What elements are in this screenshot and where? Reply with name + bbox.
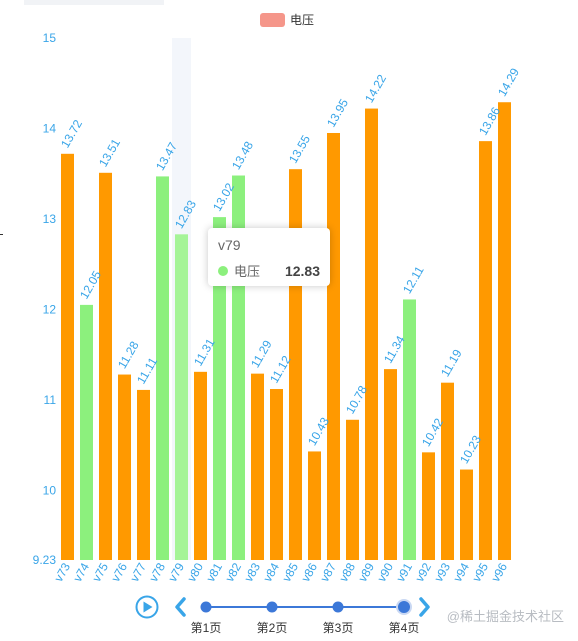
- play-button-ring[interactable]: [135, 595, 159, 619]
- x-tick-label: v81: [203, 560, 225, 584]
- x-tick-label: v74: [70, 560, 92, 584]
- bar[interactable]: [498, 102, 511, 560]
- x-tick-label: v85: [279, 560, 301, 584]
- x-tick-label: v91: [393, 560, 415, 584]
- x-tick-label: v77: [127, 560, 149, 584]
- play-button[interactable]: [135, 595, 159, 619]
- timeline-point-label[interactable]: 第3页: [322, 621, 354, 635]
- watermark: @稀土掘金技术社区: [446, 609, 564, 624]
- bar[interactable]: [365, 108, 378, 560]
- timeline-point-label[interactable]: 第2页: [256, 621, 288, 635]
- x-tick-label: v76: [108, 560, 130, 584]
- bar[interactable]: [403, 299, 416, 560]
- legend-swatch[interactable]: [260, 13, 285, 27]
- x-tick-label: v94: [450, 560, 472, 584]
- y-tick-label: 9.23: [33, 553, 57, 567]
- data-label: 13.55: [286, 132, 313, 165]
- tooltip-series-name: 电压: [234, 264, 261, 279]
- y-tick-label: 10: [43, 483, 57, 497]
- data-label: 13.51: [96, 136, 123, 169]
- bar[interactable]: [308, 451, 321, 560]
- bar[interactable]: [460, 469, 473, 560]
- x-tick-label: v95: [469, 560, 491, 584]
- bar-series[interactable]: [61, 102, 511, 561]
- bar[interactable]: [99, 172, 112, 560]
- bar[interactable]: [118, 374, 131, 560]
- x-tick-label: v75: [89, 560, 111, 584]
- tooltip-value: 12.83: [284, 262, 320, 279]
- tooltip: v79 电压 12.83: [208, 228, 330, 286]
- bar[interactable]: [251, 373, 264, 560]
- x-tick-label: v83: [241, 560, 263, 584]
- tooltip-title: v79: [218, 237, 241, 253]
- x-tick-label: v92: [412, 560, 434, 584]
- left-edge-mark: [0, 234, 3, 235]
- play-icon[interactable]: [143, 601, 153, 613]
- y-tick-label: 15: [43, 31, 57, 45]
- x-tick-label: v90: [374, 560, 396, 584]
- bar[interactable]: [80, 304, 93, 560]
- legend-label[interactable]: 电压: [290, 13, 314, 27]
- bar[interactable]: [194, 371, 207, 560]
- timeline-points[interactable]: [200, 599, 412, 615]
- timeline-point-label[interactable]: 第1页: [190, 621, 222, 635]
- data-label: 13.48: [229, 139, 256, 172]
- y-tick-label: 14: [43, 121, 57, 135]
- x-tick-label: v89: [355, 560, 377, 584]
- timeline-point[interactable]: [332, 601, 344, 613]
- bar[interactable]: [422, 452, 435, 560]
- y-axis: 15 14 13 12 11 10 9.23: [33, 31, 57, 567]
- bar[interactable]: [213, 217, 226, 560]
- bar[interactable]: [156, 176, 169, 560]
- bar[interactable]: [441, 382, 454, 560]
- x-tick-label: v80: [184, 560, 206, 584]
- y-tick-label: 11: [44, 393, 57, 407]
- data-label: 11.28: [115, 339, 142, 372]
- data-labels: 13.7212.0513.5111.2811.1113.4712.8311.31…: [58, 65, 522, 466]
- timeline-point[interactable]: [266, 601, 278, 613]
- x-axis: v73v74v75v76v77v78v79v80v81v82v83v84v85v…: [51, 560, 510, 584]
- bar[interactable]: [137, 389, 150, 560]
- data-label: 11.19: [438, 347, 465, 380]
- next-arrow-icon[interactable]: [419, 597, 430, 617]
- data-label: 14.22: [362, 72, 389, 105]
- prev-arrow-icon[interactable]: [175, 597, 186, 617]
- bar[interactable]: [270, 389, 283, 560]
- legend[interactable]: 电压: [260, 13, 314, 27]
- x-tick-label: v79: [165, 560, 187, 584]
- data-label: 13.72: [58, 117, 85, 150]
- timeline-control[interactable]: 第1页 第2页 第3页 第4页: [0, 588, 578, 641]
- data-label: 12.11: [400, 263, 427, 296]
- x-tick-label: v93: [431, 560, 453, 584]
- timeline-point[interactable]: [396, 599, 412, 615]
- x-tick-label: v82: [222, 560, 244, 584]
- bar[interactable]: [346, 419, 359, 560]
- x-tick-label: v87: [317, 560, 339, 584]
- bar[interactable]: [384, 369, 397, 560]
- y-tick-label: 13: [43, 212, 57, 226]
- tooltip-marker: [218, 265, 228, 276]
- y-tick-label: 12: [43, 302, 57, 316]
- timeline-graphics: [135, 595, 430, 619]
- data-label: 11.29: [248, 338, 275, 371]
- bar[interactable]: [175, 234, 188, 560]
- timeline-point[interactable]: [200, 601, 212, 613]
- x-tick-label: v96: [488, 560, 510, 584]
- x-tick-label: v86: [298, 560, 320, 584]
- top-scroll-strip: [24, 0, 164, 5]
- data-label: 14.29: [495, 65, 522, 98]
- tooltip-row: 电压 12.83: [218, 261, 320, 280]
- data-label: 13.95: [324, 96, 351, 129]
- bar[interactable]: [479, 141, 492, 560]
- timeline-point-label[interactable]: 第4页: [388, 621, 420, 635]
- bar[interactable]: [327, 132, 340, 560]
- bar[interactable]: [61, 153, 74, 561]
- x-tick-label: v78: [146, 560, 168, 584]
- x-tick-label: v84: [260, 560, 282, 584]
- x-tick-label: v88: [336, 560, 358, 584]
